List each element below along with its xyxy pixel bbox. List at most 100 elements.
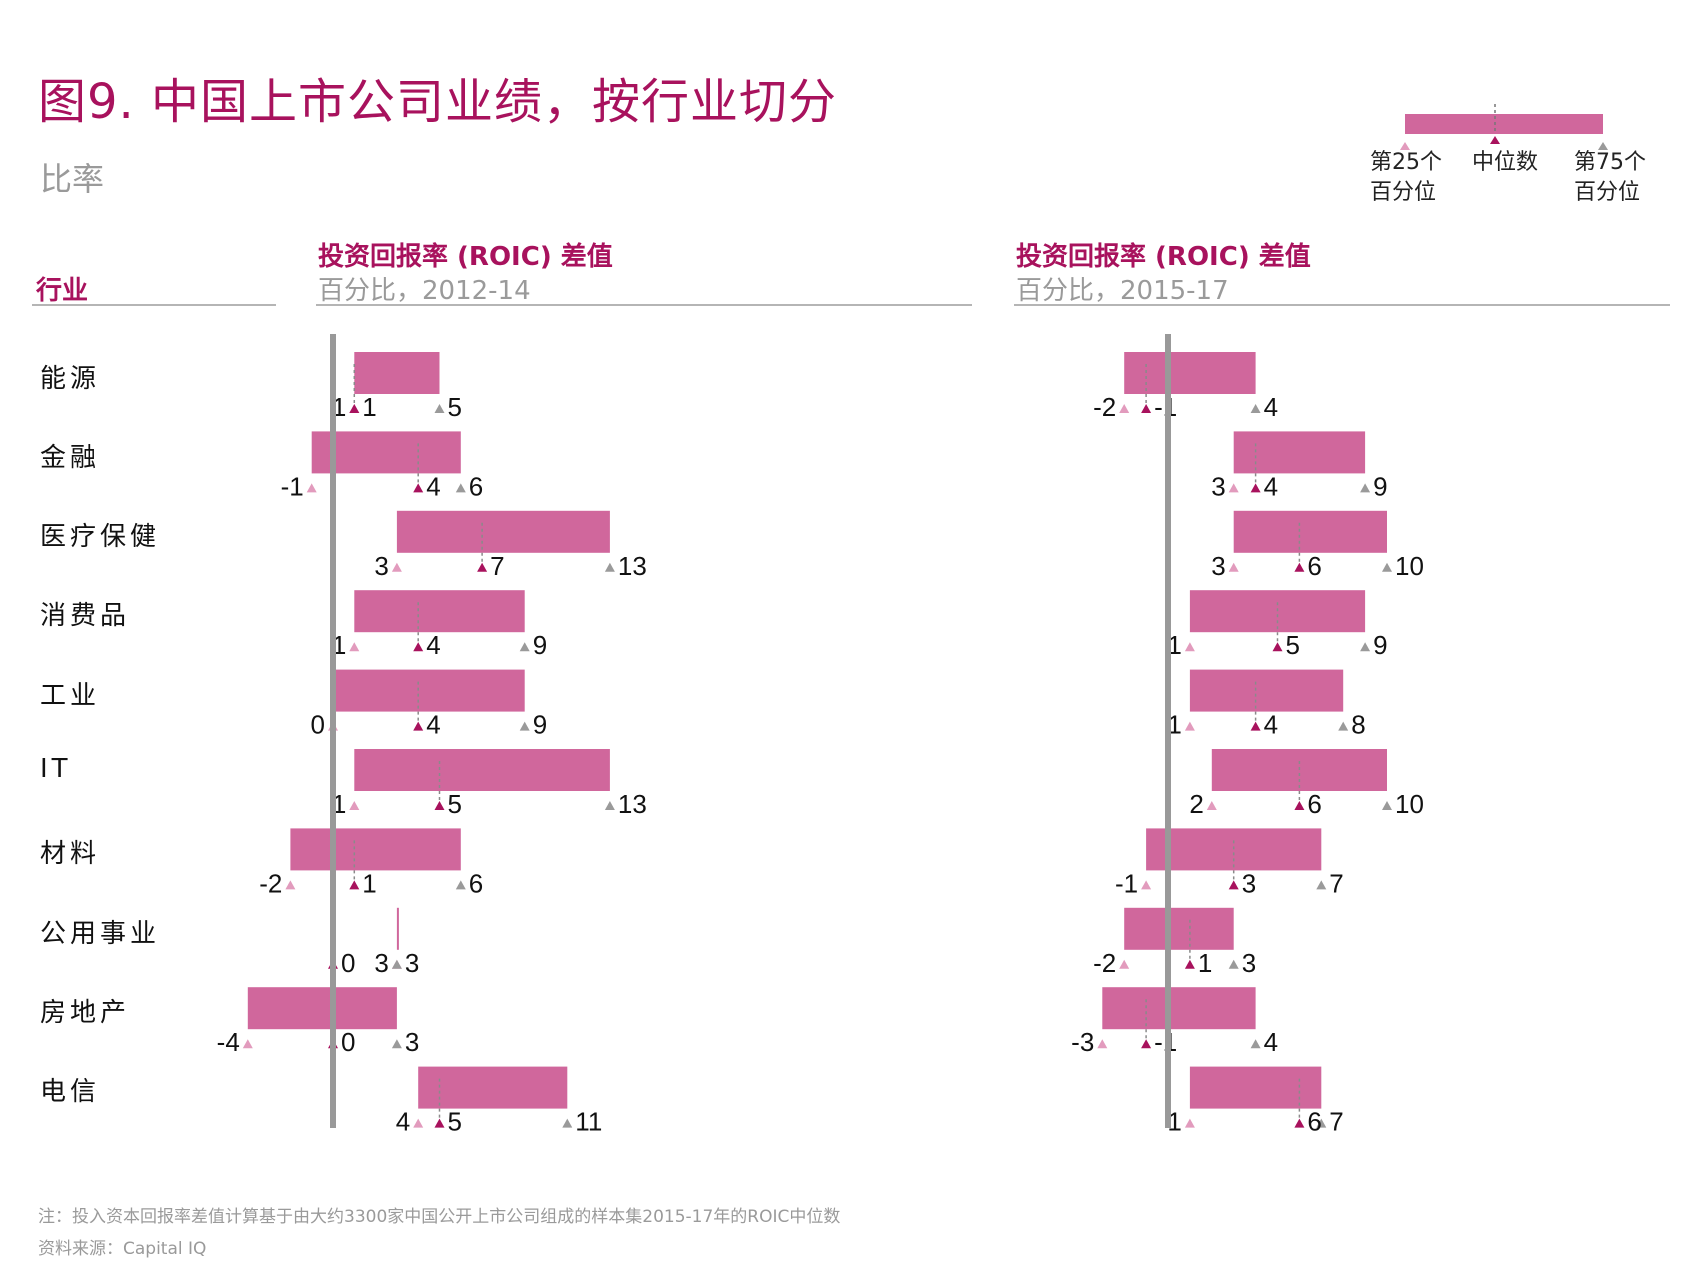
p1-bar-3 bbox=[354, 590, 525, 633]
p2-p75-marker-7 bbox=[1228, 959, 1239, 969]
source-note: 资料来源：Capital IQ bbox=[38, 1239, 207, 1259]
p1-p25-marker-1 bbox=[306, 483, 317, 493]
p2-p75-marker-8 bbox=[1250, 1039, 1261, 1049]
category-label-healthcare: 医疗保健 bbox=[40, 522, 161, 552]
p1-bar-6 bbox=[290, 828, 461, 871]
p2-p75-label-8: 4 bbox=[1264, 1027, 1278, 1057]
p2-p25-label-8: -3 bbox=[1071, 1027, 1094, 1057]
p1-p75-label-0: 5 bbox=[448, 392, 462, 422]
panel-1-subtitle: 百分比，2012-14 bbox=[318, 276, 531, 306]
p2-median-marker-0 bbox=[1141, 404, 1152, 413]
p2-bar-0 bbox=[1124, 352, 1256, 394]
p1-median-marker-6 bbox=[349, 880, 360, 890]
p1-bar-8 bbox=[247, 987, 397, 1030]
p2-median-label-6: 3 bbox=[1242, 868, 1256, 898]
category-label-utilities: 公用事业 bbox=[40, 919, 161, 949]
p1-median-marker-0 bbox=[349, 404, 360, 413]
legend-p25-label: 第25个 百分位 bbox=[1370, 150, 1442, 205]
p2-p25-marker-4 bbox=[1184, 721, 1195, 731]
legend-graphic bbox=[1400, 104, 1608, 150]
p1-p75-marker-8 bbox=[391, 1039, 402, 1049]
p1-p75-marker-2 bbox=[604, 562, 615, 572]
p2-median-marker-1 bbox=[1250, 483, 1261, 493]
category-label-energy: 能源 bbox=[40, 364, 101, 394]
p2-p75-label-4: 8 bbox=[1351, 710, 1365, 740]
p2-p25-label-5: 2 bbox=[1189, 789, 1203, 819]
panel-1-title: 投资回报率 (ROIC) 差值 bbox=[318, 242, 613, 272]
p2-p75-marker-2 bbox=[1382, 562, 1392, 572]
p2-median-label-4: 4 bbox=[1264, 710, 1278, 740]
p1-bar-5 bbox=[354, 749, 610, 791]
legend-median-marker bbox=[1490, 136, 1500, 144]
p2-p75-label-7: 3 bbox=[1242, 948, 1256, 978]
panel-1-rule bbox=[316, 304, 972, 306]
p1-bar-2 bbox=[396, 510, 610, 553]
p1-p25-marker-5 bbox=[349, 801, 360, 810]
p2-p25-label-4: 1 bbox=[1167, 710, 1181, 740]
p2-median-label-2: 6 bbox=[1307, 551, 1321, 581]
p1-median-label-7: 0 bbox=[341, 948, 355, 978]
p2-p75-label-6: 7 bbox=[1329, 868, 1343, 898]
p2-bar-7 bbox=[1124, 907, 1234, 950]
p2-p25-marker-1 bbox=[1228, 483, 1239, 493]
p2-median-label-9: 6 bbox=[1307, 1107, 1321, 1137]
p1-median-label-6: 1 bbox=[362, 868, 376, 898]
legend-p75-label: 第75个 百分位 bbox=[1574, 150, 1646, 205]
p1-median-marker-2 bbox=[477, 562, 488, 572]
category-label-materials: 材料 bbox=[40, 839, 101, 869]
p1-median-label-2: 7 bbox=[490, 551, 504, 581]
p1-p25-label-1: -1 bbox=[281, 471, 304, 501]
roic-chart-2015-17: -2-1434936101591482610-137-213-3-14167 bbox=[1071, 334, 1424, 1137]
p2-median-marker-5 bbox=[1294, 801, 1305, 810]
p1-median-label-0: 1 bbox=[362, 392, 376, 422]
p2-p75-label-9: 7 bbox=[1329, 1107, 1343, 1137]
p2-p25-marker-3 bbox=[1184, 642, 1195, 652]
p2-p25-label-9: 1 bbox=[1167, 1107, 1181, 1137]
p1-median-label-3: 4 bbox=[426, 630, 440, 660]
p2-median-marker-7 bbox=[1184, 959, 1195, 969]
p1-p75-label-4: 9 bbox=[533, 710, 547, 740]
p1-p25-label-9: 4 bbox=[396, 1107, 410, 1137]
p1-median-label-8: 0 bbox=[341, 1027, 355, 1057]
p1-p25-marker-9 bbox=[413, 1118, 424, 1128]
p1-p75-marker-7 bbox=[391, 959, 402, 969]
p1-median-marker-4 bbox=[413, 721, 424, 731]
p1-p75-marker-3 bbox=[519, 642, 530, 652]
p1-p75-label-5: 13 bbox=[618, 789, 647, 819]
p1-p75-label-7: 3 bbox=[405, 948, 419, 978]
industry-header: 行业 bbox=[36, 276, 89, 306]
industry-rule bbox=[32, 304, 276, 306]
p1-p75-marker-0 bbox=[434, 404, 445, 413]
p2-median-marker-8 bbox=[1141, 1039, 1152, 1049]
p2-p25-marker-6 bbox=[1141, 880, 1152, 890]
p1-p75-label-1: 6 bbox=[469, 471, 483, 501]
p2-p75-label-1: 9 bbox=[1373, 471, 1387, 501]
p2-median-label-7: 1 bbox=[1198, 948, 1212, 978]
category-label-real-estate: 房地产 bbox=[40, 998, 131, 1028]
p2-p25-marker-7 bbox=[1119, 959, 1130, 969]
p1-p25-label-8: -4 bbox=[217, 1027, 240, 1057]
p2-p75-label-2: 10 bbox=[1395, 551, 1424, 581]
p2-p75-label-5: 10 bbox=[1395, 789, 1424, 819]
p2-p25-marker-8 bbox=[1097, 1039, 1108, 1049]
page-title: 图9. 中国上市公司业绩，按行业切分 bbox=[38, 74, 838, 130]
p2-p25-label-7: -2 bbox=[1093, 948, 1116, 978]
category-label-finance: 金融 bbox=[40, 443, 101, 473]
p1-p25-marker-3 bbox=[349, 642, 360, 652]
p2-p75-marker-1 bbox=[1360, 483, 1371, 493]
p1-p25-marker-6 bbox=[285, 880, 296, 890]
p1-p25-label-6: -2 bbox=[259, 868, 282, 898]
p2-median-label-5: 6 bbox=[1307, 789, 1321, 819]
p1-bar-9 bbox=[418, 1066, 568, 1109]
p1-p25-marker-8 bbox=[242, 1039, 253, 1049]
legend-p75-marker bbox=[1598, 142, 1608, 150]
p1-median-label-4: 4 bbox=[426, 710, 440, 740]
legend-median-label: 中位数 bbox=[1472, 150, 1539, 175]
panel-2-rule bbox=[1014, 304, 1670, 306]
page-subtitle: 比率 bbox=[40, 160, 105, 198]
p2-p25-marker-0 bbox=[1119, 404, 1130, 413]
p2-bar-9 bbox=[1189, 1066, 1322, 1109]
p2-median-marker-6 bbox=[1228, 880, 1239, 890]
p1-p75-label-6: 6 bbox=[469, 868, 483, 898]
category-label-telecom: 电信 bbox=[40, 1077, 101, 1107]
